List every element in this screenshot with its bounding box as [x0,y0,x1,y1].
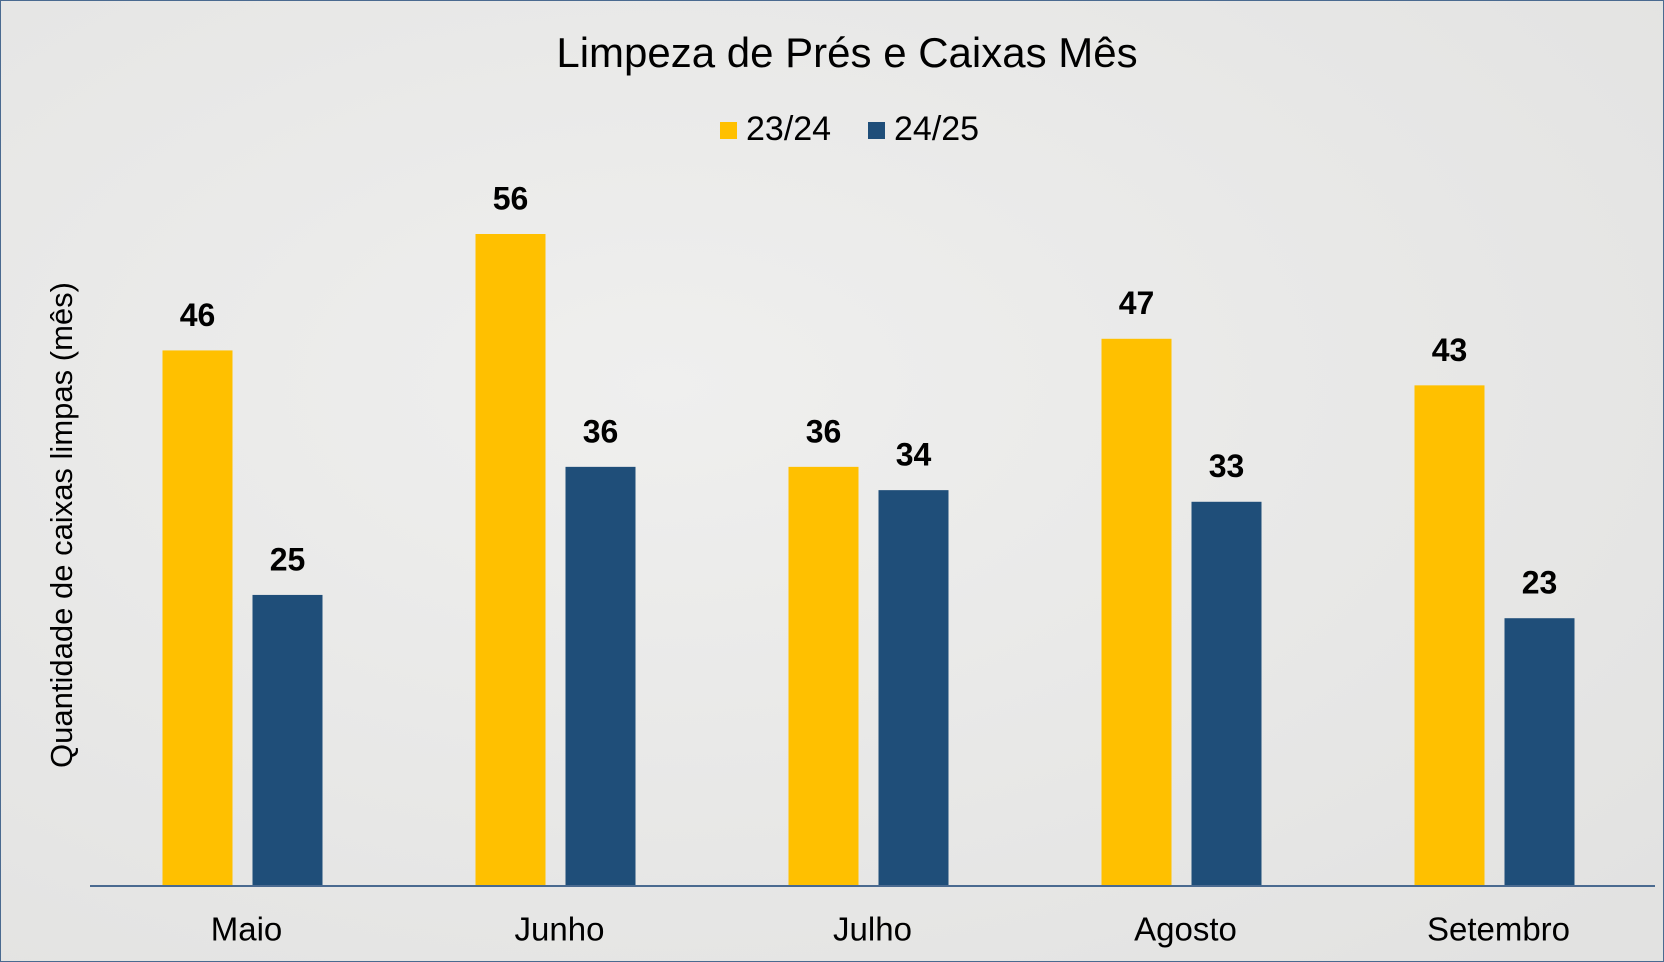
data-label: 33 [1209,448,1245,484]
data-label: 25 [270,541,306,577]
y-axis-label: Quantidade de caixas limpas (mês) [44,282,79,768]
legend-label: 24/25 [894,110,979,148]
x-tick-label: Maio [211,911,283,948]
x-tick-label: Agosto [1134,911,1237,948]
bar [1101,338,1172,886]
bar [162,350,233,886]
bar [252,594,323,886]
bar [788,466,859,886]
data-label: 23 [1522,565,1558,601]
bar [1414,385,1485,886]
data-label: 43 [1432,332,1468,368]
legend-swatch [720,122,737,139]
bar [1191,501,1262,886]
bar [878,490,949,886]
bar [475,234,546,886]
data-label: 56 [493,180,529,216]
legend-swatch [868,122,885,139]
x-tick-label: Setembro [1427,911,1570,948]
chart-title: Limpeza de Prés e Caixas Mês [556,29,1137,76]
x-tick-label: Julho [833,911,912,948]
legend-label: 23/24 [746,110,831,148]
x-tick-label: Junho [515,911,605,948]
data-label: 46 [180,297,216,333]
data-label: 34 [896,437,932,473]
bar [565,466,636,886]
data-label: 36 [806,413,842,449]
data-label: 36 [583,413,619,449]
data-label: 47 [1119,285,1155,321]
bar [1504,618,1575,886]
